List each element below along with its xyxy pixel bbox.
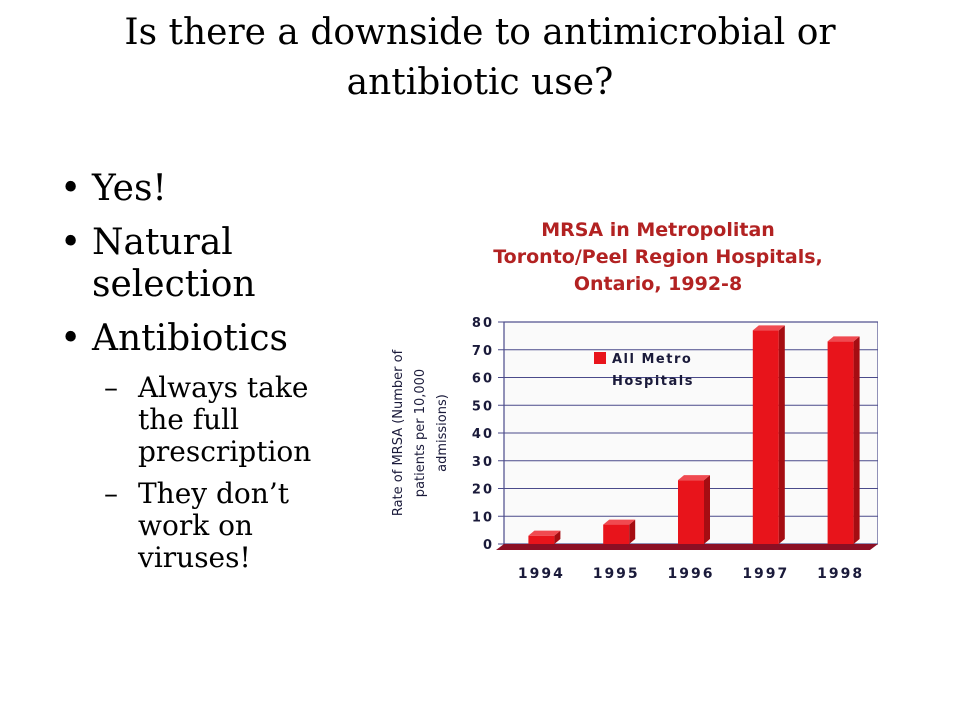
chart-title-line: MRSA in Metropolitan (541, 219, 775, 241)
y-tick-label: 10 (472, 510, 494, 525)
bar-top (752, 325, 785, 331)
bar (528, 535, 555, 544)
bullet-dot: • (60, 222, 82, 263)
slide-title: Is there a downside to antimicrobial or … (124, 12, 836, 103)
sub-bullet-item: – Always take the full prescription (60, 372, 360, 468)
bullet-text: Antibiotics (92, 318, 289, 359)
bar-side (704, 475, 710, 544)
bar-side (629, 519, 636, 544)
bar (678, 480, 704, 544)
bar (603, 524, 630, 544)
mrsa-bar-chart: MRSA in Metropolitan Toronto/Peel Region … (391, 219, 878, 582)
bullet-item: • Yes! (60, 168, 360, 210)
legend-label-line: Hospitals (612, 374, 694, 389)
sub-bullet-text: Always take the full prescription (138, 371, 312, 468)
bar-top (528, 530, 561, 536)
sub-bullet-dash: – (104, 477, 118, 510)
x-tick-label: 1997 (742, 566, 789, 582)
y-tick-label: 60 (472, 372, 494, 387)
y-tick-label: 70 (472, 344, 494, 359)
chart-title-line: Ontario, 1992-8 (574, 273, 742, 295)
bullet-item: • Natural selection (60, 222, 360, 306)
y-axis-label-line: Rate of MRSA (Number of (391, 349, 406, 516)
chart-floor (496, 544, 878, 550)
bar-top (827, 336, 860, 342)
x-tick-label: 1996 (668, 566, 715, 582)
bullet-text: Natural selection (92, 222, 256, 305)
y-tick-label: 40 (472, 427, 494, 442)
y-tick-label: 30 (472, 455, 494, 470)
x-tick-label: 1995 (593, 566, 640, 582)
bullet-dot: • (60, 318, 82, 359)
legend-swatch (594, 352, 606, 364)
bar-side (853, 336, 860, 544)
bullet-text: Yes! (92, 168, 167, 209)
y-axis-label-line: patients per 10,000 (413, 369, 428, 497)
bar-side (778, 325, 785, 544)
y-tick-label: 0 (483, 538, 494, 553)
bar (752, 330, 779, 544)
sub-bullet-text: They don’t work on viruses! (138, 477, 289, 574)
bar (827, 341, 854, 544)
sub-bullet-item: – They don’t work on viruses! (60, 478, 360, 574)
bullet-dot: • (60, 168, 82, 209)
y-tick-label: 20 (472, 483, 494, 498)
chart-title-line: Toronto/Peel Region Hospitals, (493, 246, 823, 268)
bullet-list: • Yes! • Natural selection • Antibiotics… (60, 168, 360, 584)
x-tick-label: 1994 (518, 566, 565, 582)
y-tick-label: 50 (472, 399, 494, 414)
legend-label-line: All Metro (612, 352, 692, 367)
bar-top (678, 475, 710, 481)
sub-bullet-dash: – (104, 371, 118, 404)
bar-top (603, 519, 636, 525)
bullet-item: • Antibiotics (60, 318, 360, 360)
bar-side (554, 530, 561, 544)
y-axis-label-line: admissions) (435, 394, 450, 472)
y-tick-label: 80 (472, 316, 494, 331)
x-tick-label: 1998 (817, 566, 864, 582)
